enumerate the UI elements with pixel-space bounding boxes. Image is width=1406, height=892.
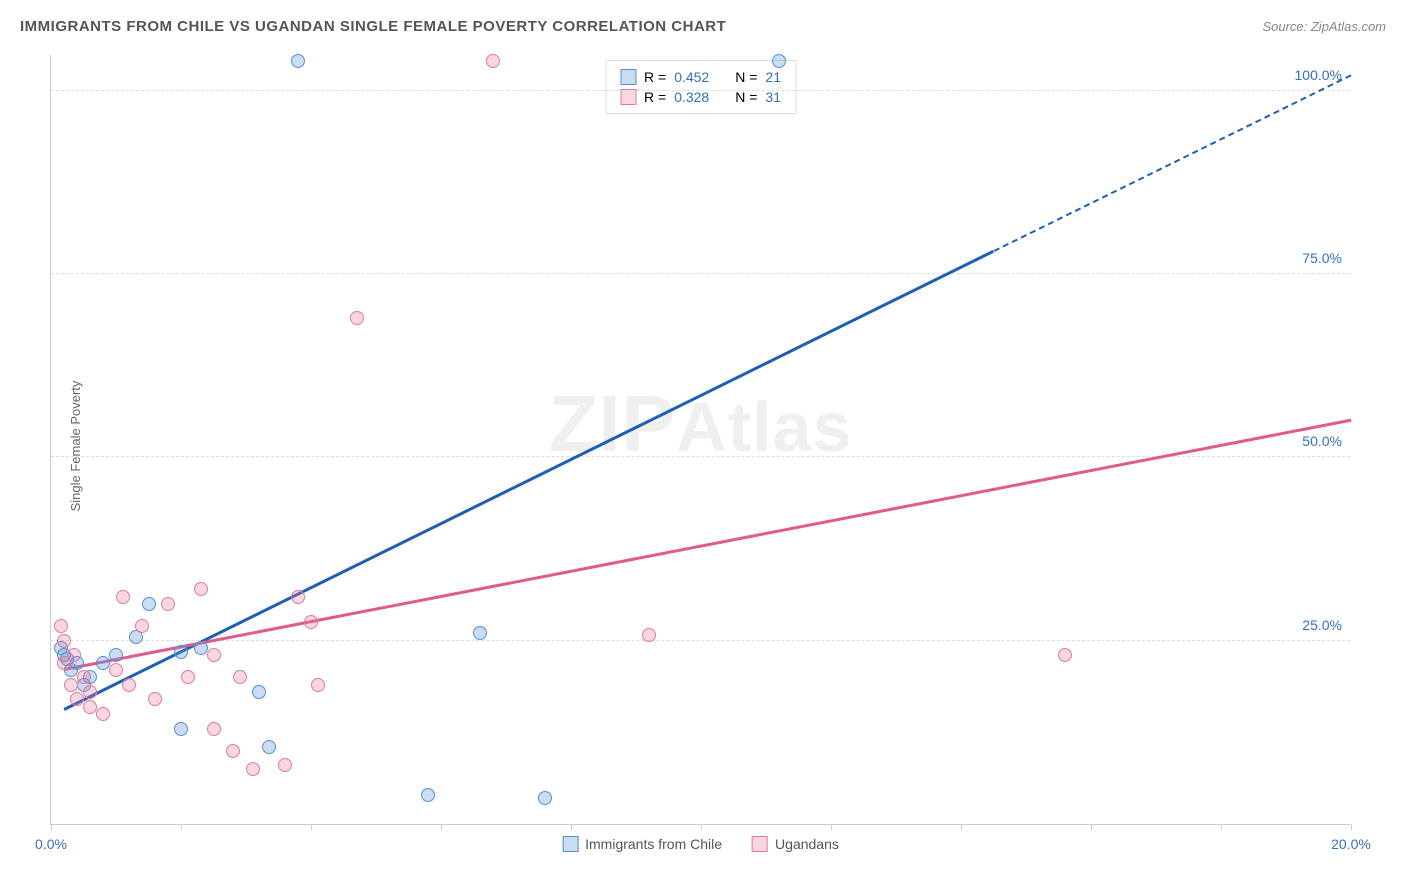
data-point	[96, 707, 110, 721]
x-tick-label: 20.0%	[1331, 836, 1371, 852]
data-point	[642, 628, 656, 642]
x-tick	[571, 824, 572, 830]
x-tick	[181, 824, 182, 830]
n-value-series1: 21	[765, 69, 781, 85]
trend-line-extrapolated	[993, 74, 1351, 252]
data-point	[194, 582, 208, 596]
data-point	[207, 648, 221, 662]
data-point	[538, 791, 552, 805]
r-value-series1: 0.452	[674, 69, 709, 85]
data-point	[83, 685, 97, 699]
data-point	[64, 678, 78, 692]
data-point	[304, 615, 318, 629]
data-point	[57, 634, 71, 648]
n-label: N =	[735, 89, 757, 105]
data-point	[473, 626, 487, 640]
x-tick-label: 0.0%	[35, 836, 67, 852]
y-tick-label: 50.0%	[1302, 433, 1342, 449]
data-point	[109, 663, 123, 677]
r-label: R =	[644, 69, 666, 85]
data-point	[122, 678, 136, 692]
data-point	[194, 641, 208, 655]
x-tick	[961, 824, 962, 830]
x-tick	[441, 824, 442, 830]
x-tick	[311, 824, 312, 830]
watermark-atlas: Atlas	[676, 388, 852, 466]
x-tick	[701, 824, 702, 830]
x-tick	[1221, 824, 1222, 830]
data-point	[135, 619, 149, 633]
legend-swatch-series1	[620, 69, 636, 85]
chart-title: IMMIGRANTS FROM CHILE VS UGANDAN SINGLE …	[20, 18, 726, 35]
data-point	[54, 619, 68, 633]
series-legend: Immigrants from Chile Ugandans	[562, 836, 839, 852]
data-point	[96, 656, 110, 670]
gridline	[51, 640, 1350, 641]
legend-swatch-icon	[562, 836, 578, 852]
data-point	[67, 648, 81, 662]
data-point	[77, 670, 91, 684]
data-point	[116, 590, 130, 604]
chart-header: IMMIGRANTS FROM CHILE VS UGANDAN SINGLE …	[20, 18, 1386, 35]
y-tick-label: 100.0%	[1295, 67, 1342, 83]
data-point	[148, 692, 162, 706]
data-point	[109, 648, 123, 662]
data-point	[70, 692, 84, 706]
y-tick-label: 25.0%	[1302, 617, 1342, 633]
gridline	[51, 273, 1350, 274]
plot-area: ZIPAtlas R = 0.452 N = 21 R = 0.328 N = …	[50, 55, 1350, 825]
data-point	[311, 678, 325, 692]
data-point	[278, 758, 292, 772]
data-point	[233, 670, 247, 684]
data-point	[252, 685, 266, 699]
data-point	[421, 788, 435, 802]
data-point	[262, 740, 276, 754]
y-tick-label: 75.0%	[1302, 250, 1342, 266]
source-attribution: Source: ZipAtlas.com	[1262, 19, 1386, 34]
data-point	[350, 311, 364, 325]
data-point	[181, 670, 195, 684]
series-legend-item-1: Immigrants from Chile	[562, 836, 722, 852]
x-tick	[1091, 824, 1092, 830]
data-point	[291, 590, 305, 604]
data-point	[174, 645, 188, 659]
data-point	[772, 54, 786, 68]
data-point	[207, 722, 221, 736]
series-legend-item-2: Ugandans	[752, 836, 839, 852]
series-name-2: Ugandans	[775, 836, 839, 852]
data-point	[161, 597, 175, 611]
chart-container: IMMIGRANTS FROM CHILE VS UGANDAN SINGLE …	[0, 0, 1406, 892]
watermark-zip: ZIP	[549, 379, 676, 468]
legend-row-series1: R = 0.452 N = 21	[620, 67, 781, 87]
r-label: R =	[644, 89, 666, 105]
data-point	[83, 700, 97, 714]
x-tick	[1351, 824, 1352, 830]
x-tick	[51, 824, 52, 830]
data-point	[246, 762, 260, 776]
legend-swatch-icon	[752, 836, 768, 852]
x-tick	[831, 824, 832, 830]
correlation-legend: R = 0.452 N = 21 R = 0.328 N = 31	[605, 60, 796, 114]
data-point	[174, 722, 188, 736]
n-label: N =	[735, 69, 757, 85]
legend-swatch-series2	[620, 89, 636, 105]
data-point	[226, 744, 240, 758]
gridline	[51, 90, 1350, 91]
r-value-series2: 0.328	[674, 89, 709, 105]
data-point	[486, 54, 500, 68]
data-point	[1058, 648, 1072, 662]
data-point	[291, 54, 305, 68]
n-value-series2: 31	[765, 89, 781, 105]
data-point	[142, 597, 156, 611]
series-name-1: Immigrants from Chile	[585, 836, 722, 852]
